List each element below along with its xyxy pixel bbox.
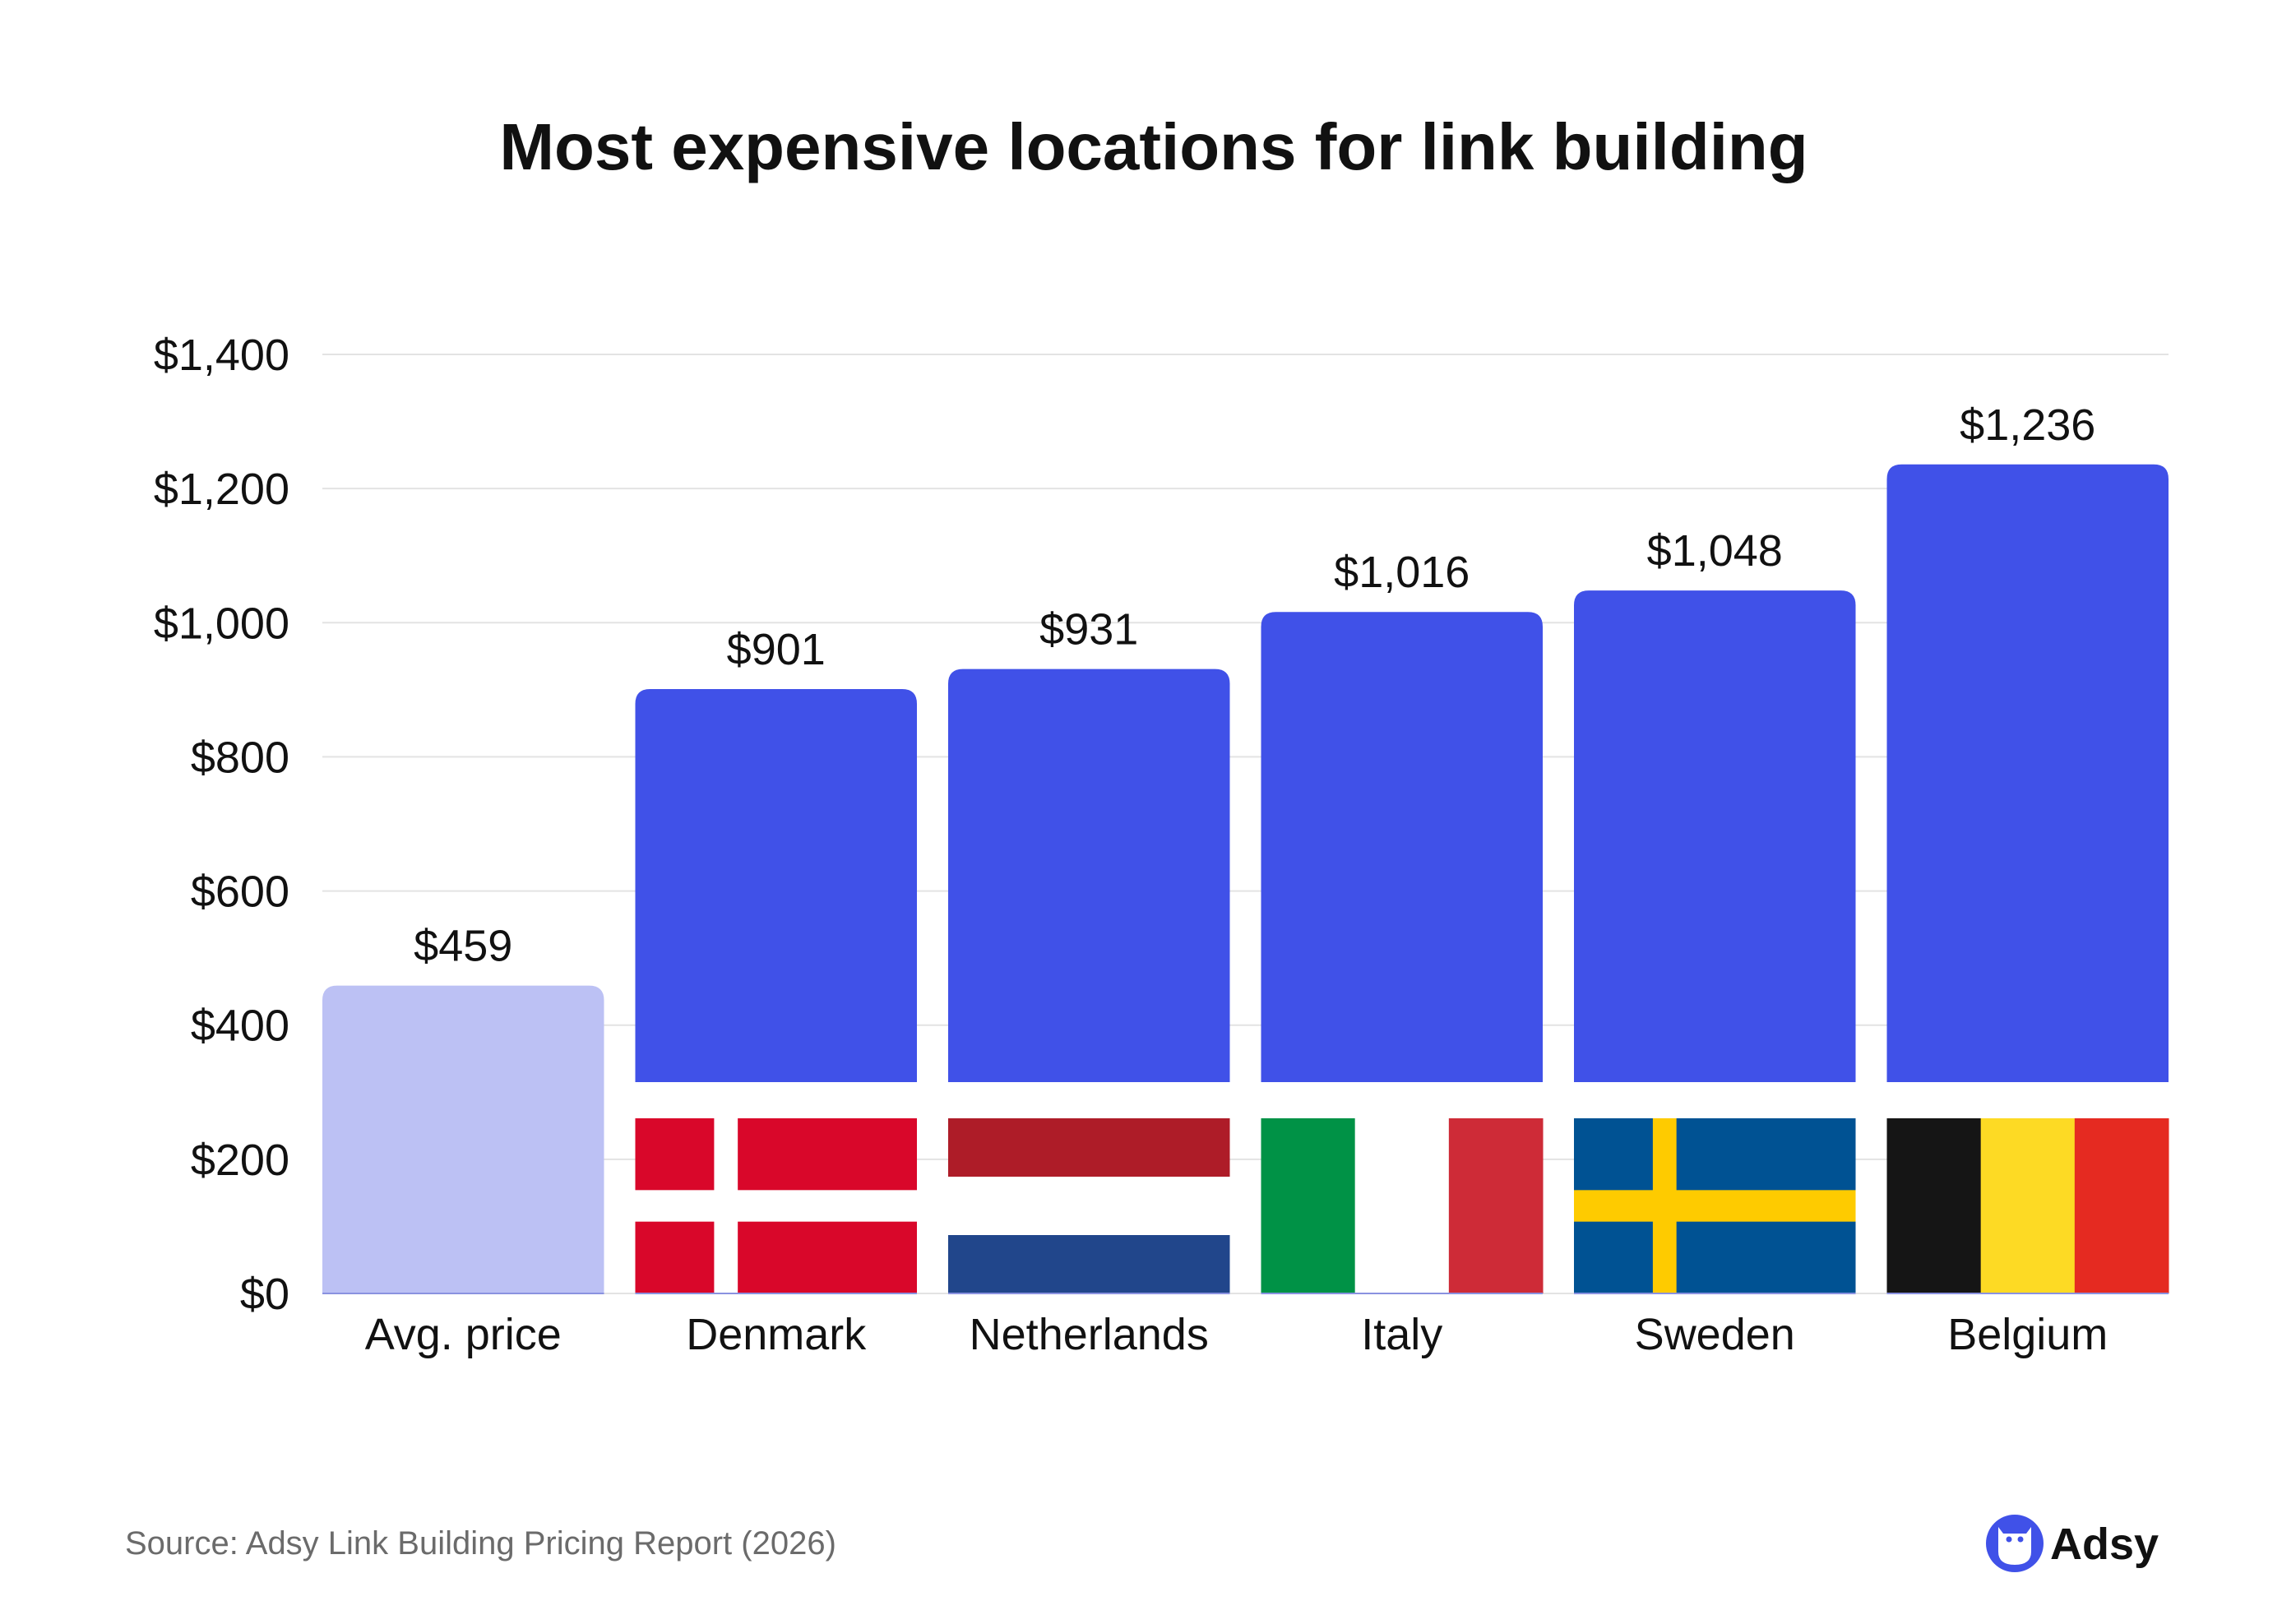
x-tick-label: Avg. price: [365, 1310, 562, 1359]
flag-stripe: [2074, 1118, 2169, 1293]
flag-stripe: [948, 1235, 1230, 1294]
flag-stripe: [1354, 1118, 1450, 1293]
x-tick-label: Sweden: [1635, 1310, 1795, 1359]
y-tick-label: $400: [191, 1002, 289, 1051]
bar-italy: $1,016: [1261, 548, 1544, 1294]
flag-stripe: [1980, 1118, 2076, 1293]
flag-stripe: [948, 1118, 1230, 1178]
x-tick-label: Belgium: [1947, 1310, 2108, 1359]
brand-logo: Adsy: [1986, 1515, 2159, 1572]
flag-stripe: [1261, 1118, 1356, 1293]
brand-name: Adsy: [2050, 1520, 2159, 1569]
flag-cross-horizontal: [635, 1190, 917, 1222]
data-label: $931: [1039, 605, 1138, 655]
bar: [1261, 612, 1543, 1082]
flag-cross-horizontal: [1574, 1190, 1856, 1222]
flag: [1261, 1118, 1544, 1293]
bars: $459 $901 $931 $1,016 $1,048 $1,236: [322, 400, 2169, 1294]
bar: [635, 689, 917, 1082]
flag-stripe: [948, 1177, 1230, 1236]
owl-body: [1998, 1527, 2031, 1565]
flag: [1574, 1118, 1856, 1293]
flag-stripe: [1448, 1118, 1544, 1293]
flag-stripe: [1886, 1118, 1982, 1293]
data-label: $1,236: [1960, 400, 2095, 450]
data-label: $901: [727, 625, 826, 674]
y-tick-label: $800: [191, 733, 289, 782]
y-tick-label: $600: [191, 868, 289, 917]
x-axis-labels: Avg. price Denmark Netherlands Italy Sweden B…: [365, 1310, 2108, 1359]
y-tick-label: $1,400: [154, 331, 289, 380]
bar: [948, 669, 1230, 1082]
y-axis-ticks: $0 $200 $400 $600 $800 $1,000 $1,200 $1,400: [154, 331, 289, 1319]
y-tick-label: $0: [240, 1270, 289, 1319]
flag: [948, 1118, 1230, 1294]
bar-sweden: $1,048: [1574, 526, 1856, 1294]
x-tick-label: Italy: [1361, 1310, 1442, 1359]
y-tick-label: $1,200: [154, 465, 289, 514]
x-tick-label: Netherlands: [970, 1310, 1209, 1359]
data-label: $459: [414, 922, 512, 971]
flag: [1886, 1118, 2169, 1293]
bar-belgium: $1,236: [1886, 400, 2169, 1294]
y-tick-label: $1,000: [154, 599, 289, 648]
flag: [635, 1118, 917, 1293]
bar: [322, 985, 604, 1293]
data-label: $1,016: [1334, 548, 1470, 597]
bar: [1886, 464, 2169, 1082]
bar: [1574, 590, 1856, 1082]
y-tick-label: $200: [191, 1136, 289, 1185]
bar-denmark: $901: [635, 625, 917, 1294]
gridlines: [322, 354, 2169, 1294]
source-note: Source: Adsy Link Building Pricing Repor…: [125, 1525, 836, 1562]
bar-avg-price: $459: [322, 922, 604, 1294]
data-label: $1,048: [1647, 526, 1783, 576]
x-tick-label: Denmark: [686, 1310, 867, 1359]
bar-netherlands: $931: [948, 605, 1230, 1294]
chart-title: Most expensive locations for link buildi…: [499, 110, 1808, 183]
